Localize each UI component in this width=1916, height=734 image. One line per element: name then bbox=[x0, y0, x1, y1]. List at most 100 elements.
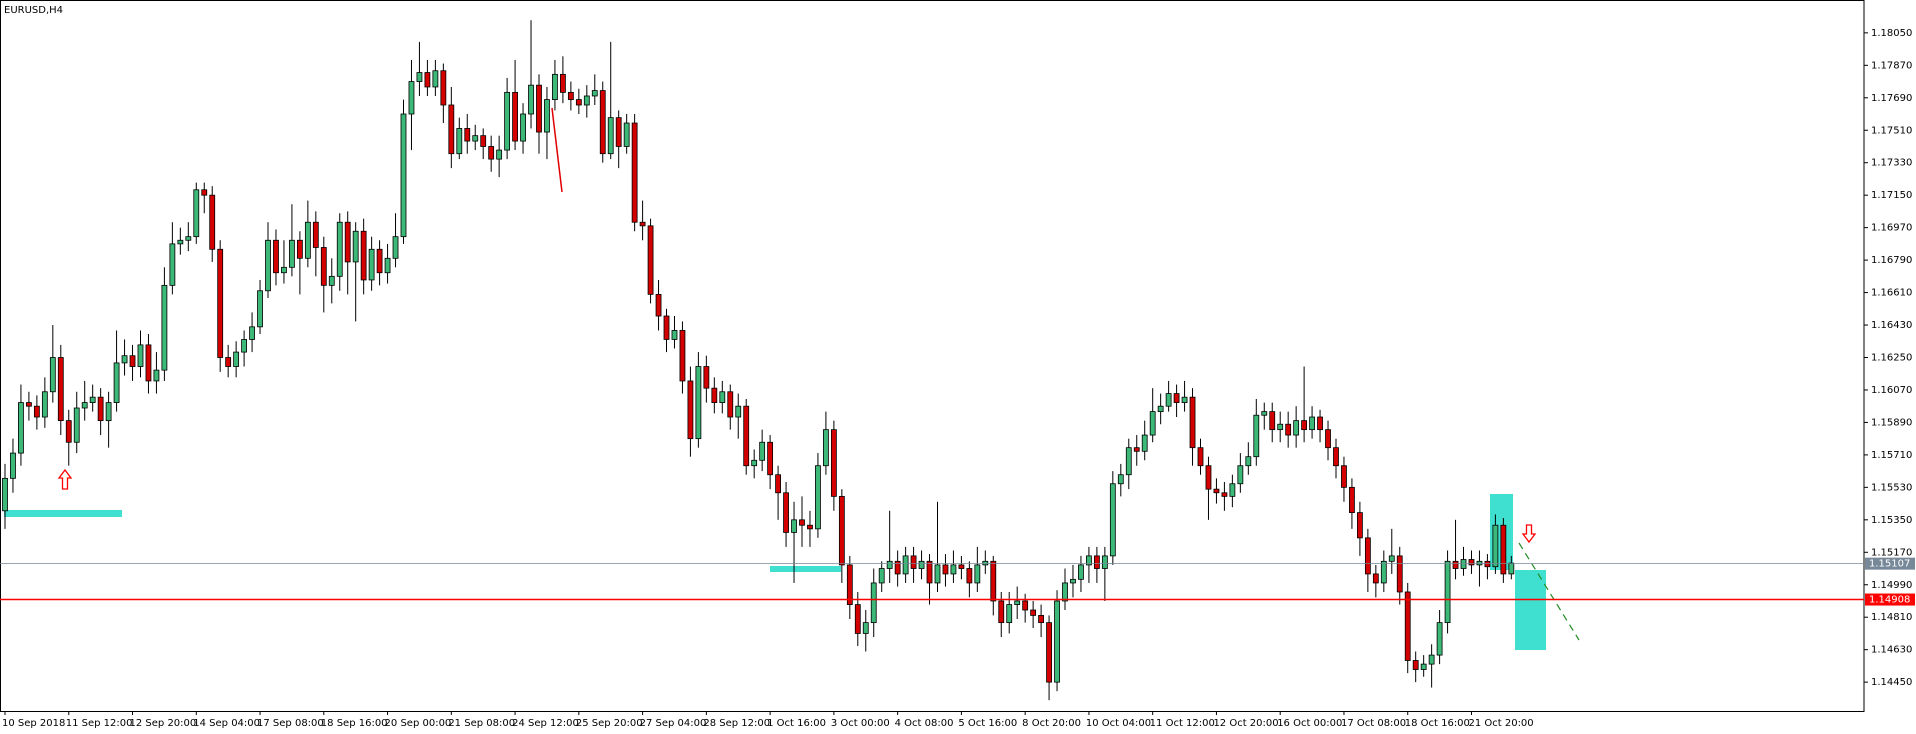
candle-body bbox=[1101, 555, 1108, 569]
candle-body bbox=[918, 560, 925, 569]
x-tick-label: 10 Sep 2018 bbox=[2, 718, 65, 729]
candle-body bbox=[1221, 492, 1228, 497]
candle-body bbox=[296, 239, 303, 259]
candle-body bbox=[1500, 524, 1507, 575]
candle-body bbox=[727, 391, 734, 418]
y-tick-label: 1.17150 bbox=[1871, 190, 1912, 201]
candle-body bbox=[1213, 488, 1220, 494]
candle-body bbox=[1508, 562, 1515, 575]
candle-body bbox=[687, 380, 694, 440]
candle-body bbox=[703, 366, 710, 389]
candle-body bbox=[26, 402, 32, 407]
candle-body bbox=[185, 236, 192, 241]
candle-body bbox=[153, 369, 160, 382]
candle-body bbox=[1046, 622, 1052, 683]
candle-body bbox=[145, 344, 152, 382]
candle-body bbox=[942, 564, 949, 575]
candle-body bbox=[10, 452, 16, 479]
candle-body bbox=[249, 326, 255, 340]
x-tick-label: 8 Oct 20:00 bbox=[1022, 718, 1081, 729]
price-label: 1.14908 bbox=[1869, 595, 1910, 606]
y-tick-label: 1.16790 bbox=[1871, 255, 1912, 266]
candle-body bbox=[767, 441, 774, 476]
candle-body bbox=[1357, 512, 1363, 539]
y-tick-label: 1.14450 bbox=[1871, 677, 1912, 688]
x-tick-label: 17 Sep 08:00 bbox=[257, 718, 324, 729]
x-tick-label: 18 Sep 16:00 bbox=[321, 718, 388, 729]
candle-body bbox=[520, 113, 526, 142]
candle-body bbox=[456, 128, 463, 155]
candle-body bbox=[647, 225, 654, 295]
candle-body bbox=[1349, 486, 1355, 514]
candle-body bbox=[97, 396, 104, 422]
candle-body bbox=[320, 247, 327, 286]
candle-body bbox=[161, 284, 168, 371]
candle-body bbox=[33, 405, 40, 418]
candle-body bbox=[1197, 447, 1204, 467]
candle-body bbox=[344, 221, 351, 263]
candle-body bbox=[336, 221, 343, 277]
candle-body bbox=[910, 555, 917, 569]
candle-body bbox=[719, 391, 726, 403]
candle-body bbox=[567, 91, 574, 100]
plot-frame bbox=[0, 0, 1865, 712]
candle-body bbox=[791, 519, 797, 533]
y-tick-label: 1.14990 bbox=[1871, 580, 1912, 591]
candle-body bbox=[1149, 411, 1156, 436]
candle-body bbox=[1125, 447, 1132, 476]
candle-body bbox=[1261, 411, 1268, 416]
candle-body bbox=[1078, 564, 1084, 580]
candle-body bbox=[273, 239, 279, 274]
candle-body bbox=[623, 122, 630, 147]
sell-arrow bbox=[1521, 524, 1537, 544]
candle-body bbox=[1173, 393, 1180, 403]
x-tick-label: 12 Sep 20:00 bbox=[130, 718, 197, 729]
x-tick-label: 3 Oct 00:00 bbox=[831, 718, 890, 729]
candle-body bbox=[1388, 555, 1395, 562]
price-label-box bbox=[1865, 557, 1915, 570]
candle-body bbox=[878, 568, 885, 584]
candle-body bbox=[536, 84, 542, 133]
candle-body bbox=[368, 248, 375, 281]
candle-body bbox=[783, 492, 789, 533]
candle-body bbox=[1333, 447, 1339, 467]
y-tick-label: 1.15890 bbox=[1871, 417, 1912, 428]
candle-body bbox=[575, 99, 582, 106]
candle-body bbox=[902, 555, 909, 575]
candle-body bbox=[1165, 393, 1172, 407]
candle-body bbox=[440, 70, 447, 106]
candle-body bbox=[735, 405, 742, 418]
x-tick-label: 18 Oct 16:00 bbox=[1405, 718, 1470, 729]
candle-body bbox=[886, 560, 893, 569]
candle-body bbox=[982, 560, 989, 566]
candle-body bbox=[1253, 414, 1260, 458]
candle-body bbox=[1301, 420, 1308, 431]
price-label-box bbox=[1865, 593, 1915, 606]
candle-body bbox=[312, 221, 319, 248]
candle-body bbox=[846, 564, 853, 605]
candle-body bbox=[376, 248, 383, 274]
x-tick-label: 14 Sep 04:00 bbox=[193, 718, 260, 729]
candle-body bbox=[1436, 622, 1443, 656]
candle-body bbox=[41, 391, 48, 418]
candle-body bbox=[448, 104, 455, 155]
candle-body bbox=[384, 257, 391, 274]
candle-body bbox=[352, 230, 359, 263]
candle-body bbox=[496, 149, 503, 160]
candle-body bbox=[615, 117, 622, 147]
candle-body bbox=[607, 117, 614, 155]
x-tick-label: 17 Oct 08:00 bbox=[1341, 718, 1406, 729]
candle-body bbox=[57, 357, 64, 422]
candle-body bbox=[544, 99, 550, 133]
candle-body bbox=[1141, 434, 1148, 452]
candle-body bbox=[480, 135, 487, 147]
candle-body bbox=[830, 429, 837, 497]
candle-body bbox=[217, 248, 224, 358]
candle-body bbox=[591, 90, 598, 97]
y-tick-label: 1.16610 bbox=[1871, 288, 1912, 299]
x-tick-label: 21 Oct 20:00 bbox=[1468, 718, 1533, 729]
x-tick-label: 10 Oct 04:00 bbox=[1086, 718, 1151, 729]
y-tick-label: 1.15350 bbox=[1871, 515, 1912, 526]
candle-body bbox=[432, 70, 439, 88]
